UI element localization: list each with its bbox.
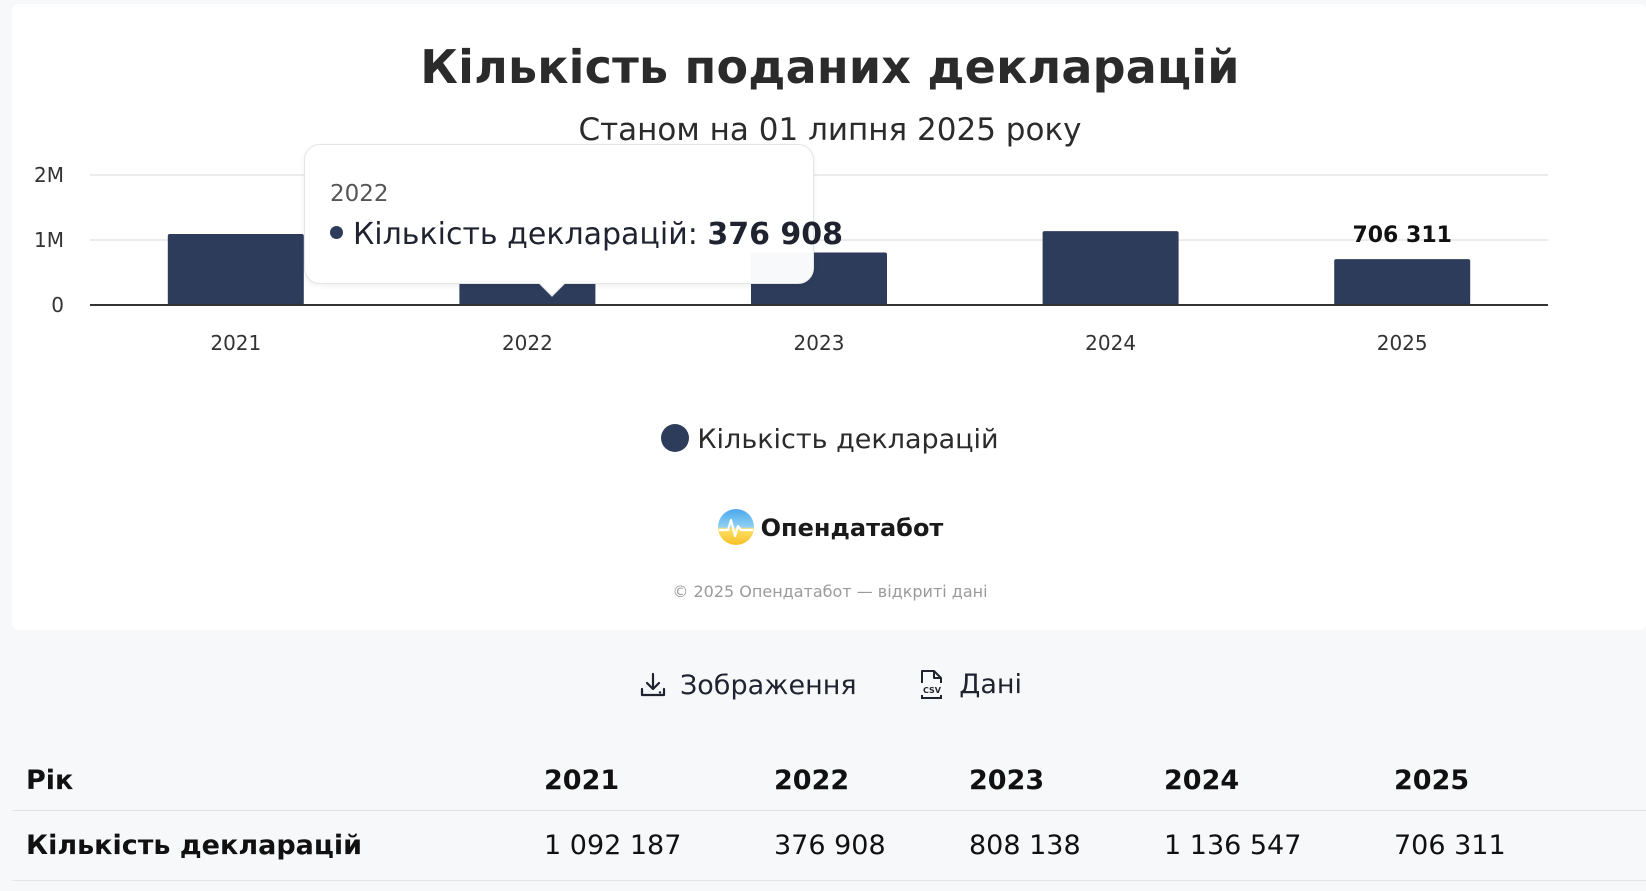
x-tick-label: 2021 [210, 331, 261, 355]
legend-dot-icon [661, 423, 690, 452]
table-header-cell: 2024 [1150, 752, 1380, 811]
opendatabot-logo-icon [717, 509, 754, 545]
svg-text:CSV: CSV [923, 686, 942, 695]
tooltip-year: 2022 [330, 181, 389, 207]
download-image-button[interactable]: Зображення [638, 670, 857, 701]
tooltip-series-label: Кількість декларацій: [353, 217, 698, 252]
download-actions: Зображення CSV Дані [0, 668, 1646, 707]
tooltip-series-dot-icon [330, 226, 343, 239]
download-data-label: Дані [959, 668, 1023, 700]
table-cell: 1 092 187 [530, 810, 760, 881]
bar-chart: 0 1M 2M 2021 2022 2023 2024 2025 706 311 [34, 163, 1548, 355]
bar[interactable] [1042, 231, 1179, 305]
y-tick-label: 0 [51, 293, 64, 317]
x-tick-label: 2023 [794, 331, 845, 355]
bar[interactable] [167, 234, 304, 305]
chart-subtitle: Станом на 01 липня 2025 року [578, 112, 1082, 148]
table-row-label: Кількість декларацій [12, 810, 530, 881]
download-icon [640, 672, 666, 697]
download-data-button[interactable]: CSV Дані [917, 668, 1022, 700]
data-label: 706 311 [1352, 223, 1452, 248]
table-header-cell: 2023 [955, 752, 1150, 811]
chart-legend[interactable]: Кількість декларацій [0, 423, 1646, 455]
tooltip-value: 376 908 [707, 217, 844, 252]
table-header-cell: 2022 [760, 752, 955, 811]
chart-card [12, 4, 1646, 630]
table-cell: 808 138 [955, 810, 1150, 881]
chart-title: Кількість поданих декларацій [420, 40, 1240, 94]
x-tick-label: 2024 [1085, 331, 1136, 355]
table-cell: 1 136 547 [1150, 810, 1380, 881]
bar[interactable] [1334, 259, 1471, 305]
y-tick-label: 2M [34, 163, 64, 187]
brand: Опендатабот [0, 509, 1646, 548]
bar[interactable] [459, 280, 596, 305]
x-tick-label: 2025 [1377, 331, 1428, 355]
table-header-row: Рік 2021 2022 2023 2024 2025 [12, 752, 1646, 811]
table-header-cell: 2025 [1380, 752, 1646, 811]
table-header-cell: Рік [12, 752, 530, 811]
table-row: Кількість декларацій 1 092 187 376 908 8… [12, 810, 1646, 881]
tooltip-line: Кількість декларацій: 376 908 [330, 217, 843, 252]
data-table: Рік 2021 2022 2023 2024 2025 Кількість д… [12, 752, 1646, 881]
y-tick-label: 1M [34, 228, 64, 252]
chart-tooltip: 2022 Кількість декларацій: 376 908 [304, 144, 843, 297]
csv-file-icon: CSV [921, 670, 943, 699]
copyright: © 2025 Опендатабот — відкриті дані [672, 582, 988, 601]
x-tick-label: 2022 [502, 331, 553, 355]
table-cell: 376 908 [760, 810, 955, 881]
legend-label: Кількість декларацій [697, 424, 999, 455]
table-header-cell: 2021 [530, 752, 760, 811]
download-image-label: Зображення [679, 669, 857, 701]
table-cell: 706 311 [1380, 810, 1646, 881]
brand-name: Опендатабот [760, 514, 944, 542]
